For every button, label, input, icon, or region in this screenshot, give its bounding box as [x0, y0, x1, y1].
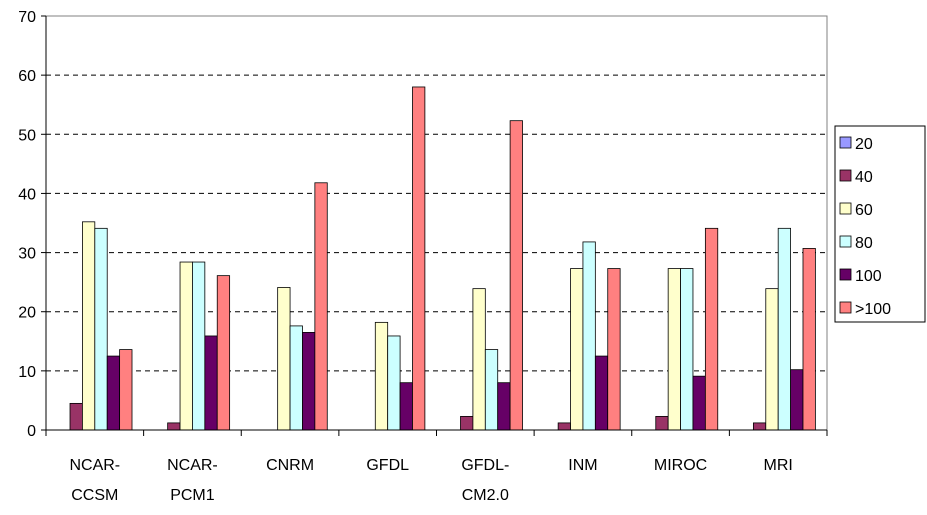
category-label: CNRM: [266, 457, 314, 474]
bar-40-7: [752, 422, 767, 431]
y-tick-label: 10: [18, 364, 36, 381]
bar-80-7: [777, 227, 791, 431]
bar-gt100-3: [412, 86, 426, 431]
bar-60-2: [277, 287, 291, 431]
legend-swatch-100: [839, 268, 852, 281]
y-tick-label: 60: [18, 68, 36, 85]
bar-80-4: [484, 349, 499, 431]
bar-80-3: [387, 335, 401, 431]
y-tick-label: 70: [18, 9, 36, 26]
bar-60-0: [82, 221, 96, 431]
legend-label: 80: [855, 235, 873, 252]
legend-swatch-gt100: [839, 301, 852, 314]
category-label: GFDL: [366, 457, 409, 474]
bar-60-1: [179, 261, 193, 431]
category-label: NCAR-: [167, 457, 218, 474]
legend-label: >100: [855, 301, 891, 318]
y-tick-label: 0: [27, 423, 36, 440]
legend-label: 20: [855, 136, 873, 153]
y-tick-label: 20: [18, 305, 36, 322]
legend: 20 40 60 80 100 >100: [834, 125, 926, 323]
bar-80-2: [289, 325, 303, 431]
legend-box: [834, 125, 926, 323]
category-label: MRI: [764, 457, 793, 474]
bar-gt100-2: [314, 182, 328, 431]
bar-80-6: [680, 268, 694, 431]
y-tick-label: 40: [18, 186, 36, 203]
bar-60-4: [472, 288, 486, 431]
bar-40-1: [167, 422, 181, 431]
legend-swatch-80: [839, 235, 852, 248]
bar-40-5: [557, 422, 571, 431]
legend-swatch-60: [839, 202, 852, 215]
y-tick-label: 30: [18, 246, 36, 263]
category-label: CM2.0: [462, 487, 509, 504]
legend-label: 100: [855, 268, 882, 285]
bar-40-6: [655, 415, 669, 431]
bar-100-3: [399, 382, 413, 431]
bar-80-0: [94, 227, 108, 431]
category-label: INM: [568, 457, 597, 474]
y-tick-label: 50: [18, 127, 36, 144]
category-label: PCM1: [170, 487, 215, 504]
bar-40-0: [69, 402, 83, 431]
bar-40-4: [460, 415, 474, 431]
axes: 0 10 20 30 40 50 60 70 NCAR- CCSM NCAR- PCM1 CNRM GFD…: [18, 9, 828, 504]
bar-100-0: [106, 355, 121, 431]
bar-60-3: [374, 321, 389, 431]
category-label: CCSM: [71, 487, 118, 504]
bar-80-5: [582, 241, 596, 431]
category-label: GFDL-: [461, 457, 509, 474]
bar-gt100-0: [119, 349, 133, 431]
bar-gt100-5: [607, 268, 621, 431]
bar-80-1: [192, 261, 206, 431]
bar-60-6: [667, 268, 681, 431]
bar-100-4: [497, 382, 511, 431]
bar-gt100-7: [802, 248, 816, 431]
legend-label: 40: [855, 169, 873, 186]
bar-gt100-4: [509, 120, 523, 431]
bar-60-7: [765, 288, 779, 431]
bar-100-1: [204, 335, 218, 431]
bar-100-2: [302, 332, 316, 431]
bar-100-5: [594, 355, 609, 431]
legend-swatch-20: [839, 136, 852, 149]
legend-swatch-40: [839, 169, 852, 182]
legend-label: 60: [855, 202, 873, 219]
bar-gt100-1: [216, 275, 231, 431]
bar-60-5: [570, 268, 584, 431]
bar-gt100-6: [704, 227, 719, 431]
bar-100-7: [790, 369, 804, 431]
category-label: NCAR-: [69, 457, 120, 474]
bars: [69, 86, 816, 431]
bar-100-6: [692, 375, 706, 431]
category-label: MIROC: [654, 457, 707, 474]
